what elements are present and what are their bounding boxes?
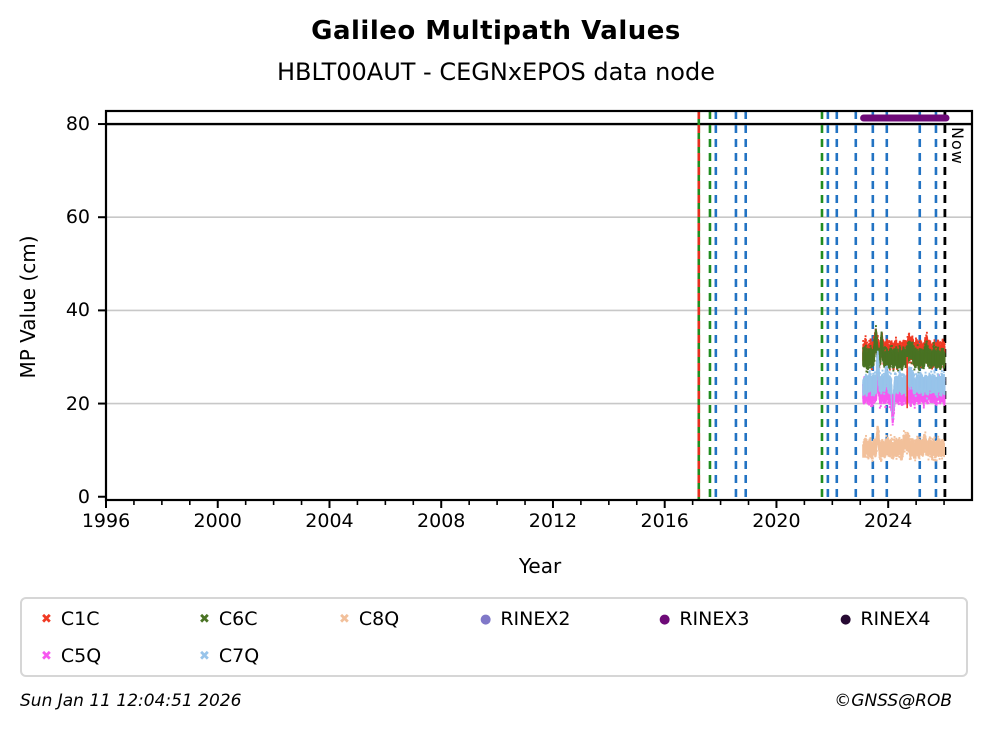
circle-marker-icon: ●: [840, 611, 852, 627]
y-tick-label: 80: [65, 113, 90, 136]
legend-item-c7q: ✖ C7Q: [199, 645, 259, 667]
x-marker-icon: ✖: [199, 611, 210, 627]
y-tick-label: 0: [77, 485, 90, 508]
y-tick-label: 60: [65, 206, 90, 229]
x-marker-icon: ✖: [41, 648, 52, 664]
y-tick-label: 40: [65, 299, 90, 322]
x-tick-label: 2004: [305, 510, 354, 532]
legend-item-c5q: ✖ C5Q: [41, 645, 101, 667]
legend-label: RINEX4: [860, 608, 931, 630]
legend-item-c8q: ✖ C8Q: [339, 608, 399, 630]
now-annotation: Now: [948, 127, 967, 165]
legend-item-rinex3: ● RINEX3: [659, 608, 749, 630]
circle-marker-icon: ●: [659, 611, 671, 627]
legend-item-rinex4: ● RINEX4: [840, 608, 930, 630]
legend-label: C8Q: [358, 608, 400, 630]
copyright-credit: ©GNSS@ROB: [834, 691, 952, 711]
legend-item-c6c: ✖ C6C: [199, 608, 258, 630]
chart-subtitle: HBLT00AUT - CEGNxEPOS data node: [277, 58, 715, 86]
circle-marker-icon: ●: [480, 611, 492, 627]
x-axis-label: Year: [518, 554, 562, 578]
x-tick-label: 1996: [81, 510, 131, 532]
legend-label: C1C: [60, 608, 100, 630]
legend-item-c1c: ✖ C1C: [41, 608, 100, 630]
x-marker-icon: ✖: [339, 611, 350, 627]
x-tick-label: 2000: [193, 510, 242, 532]
x-tick-label: 2008: [417, 510, 466, 532]
legend-label: C7Q: [218, 645, 260, 667]
x-marker-icon: ✖: [41, 611, 52, 627]
legend-label: C6C: [218, 608, 258, 630]
legend-label: RINEX3: [679, 608, 750, 630]
x-tick-label: 2024: [864, 510, 913, 532]
x-tick-label: 2012: [528, 510, 578, 532]
x-marker-icon: ✖: [199, 648, 210, 664]
plot-timestamp: Sun Jan 11 12:04:51 2026: [20, 691, 242, 711]
legend-label: C5Q: [60, 645, 102, 667]
x-tick-label: 2020: [752, 510, 801, 532]
legend-label: RINEX2: [500, 608, 571, 630]
y-tick-label: 20: [65, 392, 90, 415]
legend-item-rinex2: ● RINEX2: [480, 608, 570, 630]
chart-title: Galileo Multipath Values: [311, 16, 681, 46]
x-tick-label: 2016: [640, 510, 689, 532]
chart-legend: ✖ C1C ✖ C6C ✖ C8Q ● RINEX2 ● RINEX3 ● RINEX4 ✖ C5Q ✖ C7…: [20, 597, 968, 677]
